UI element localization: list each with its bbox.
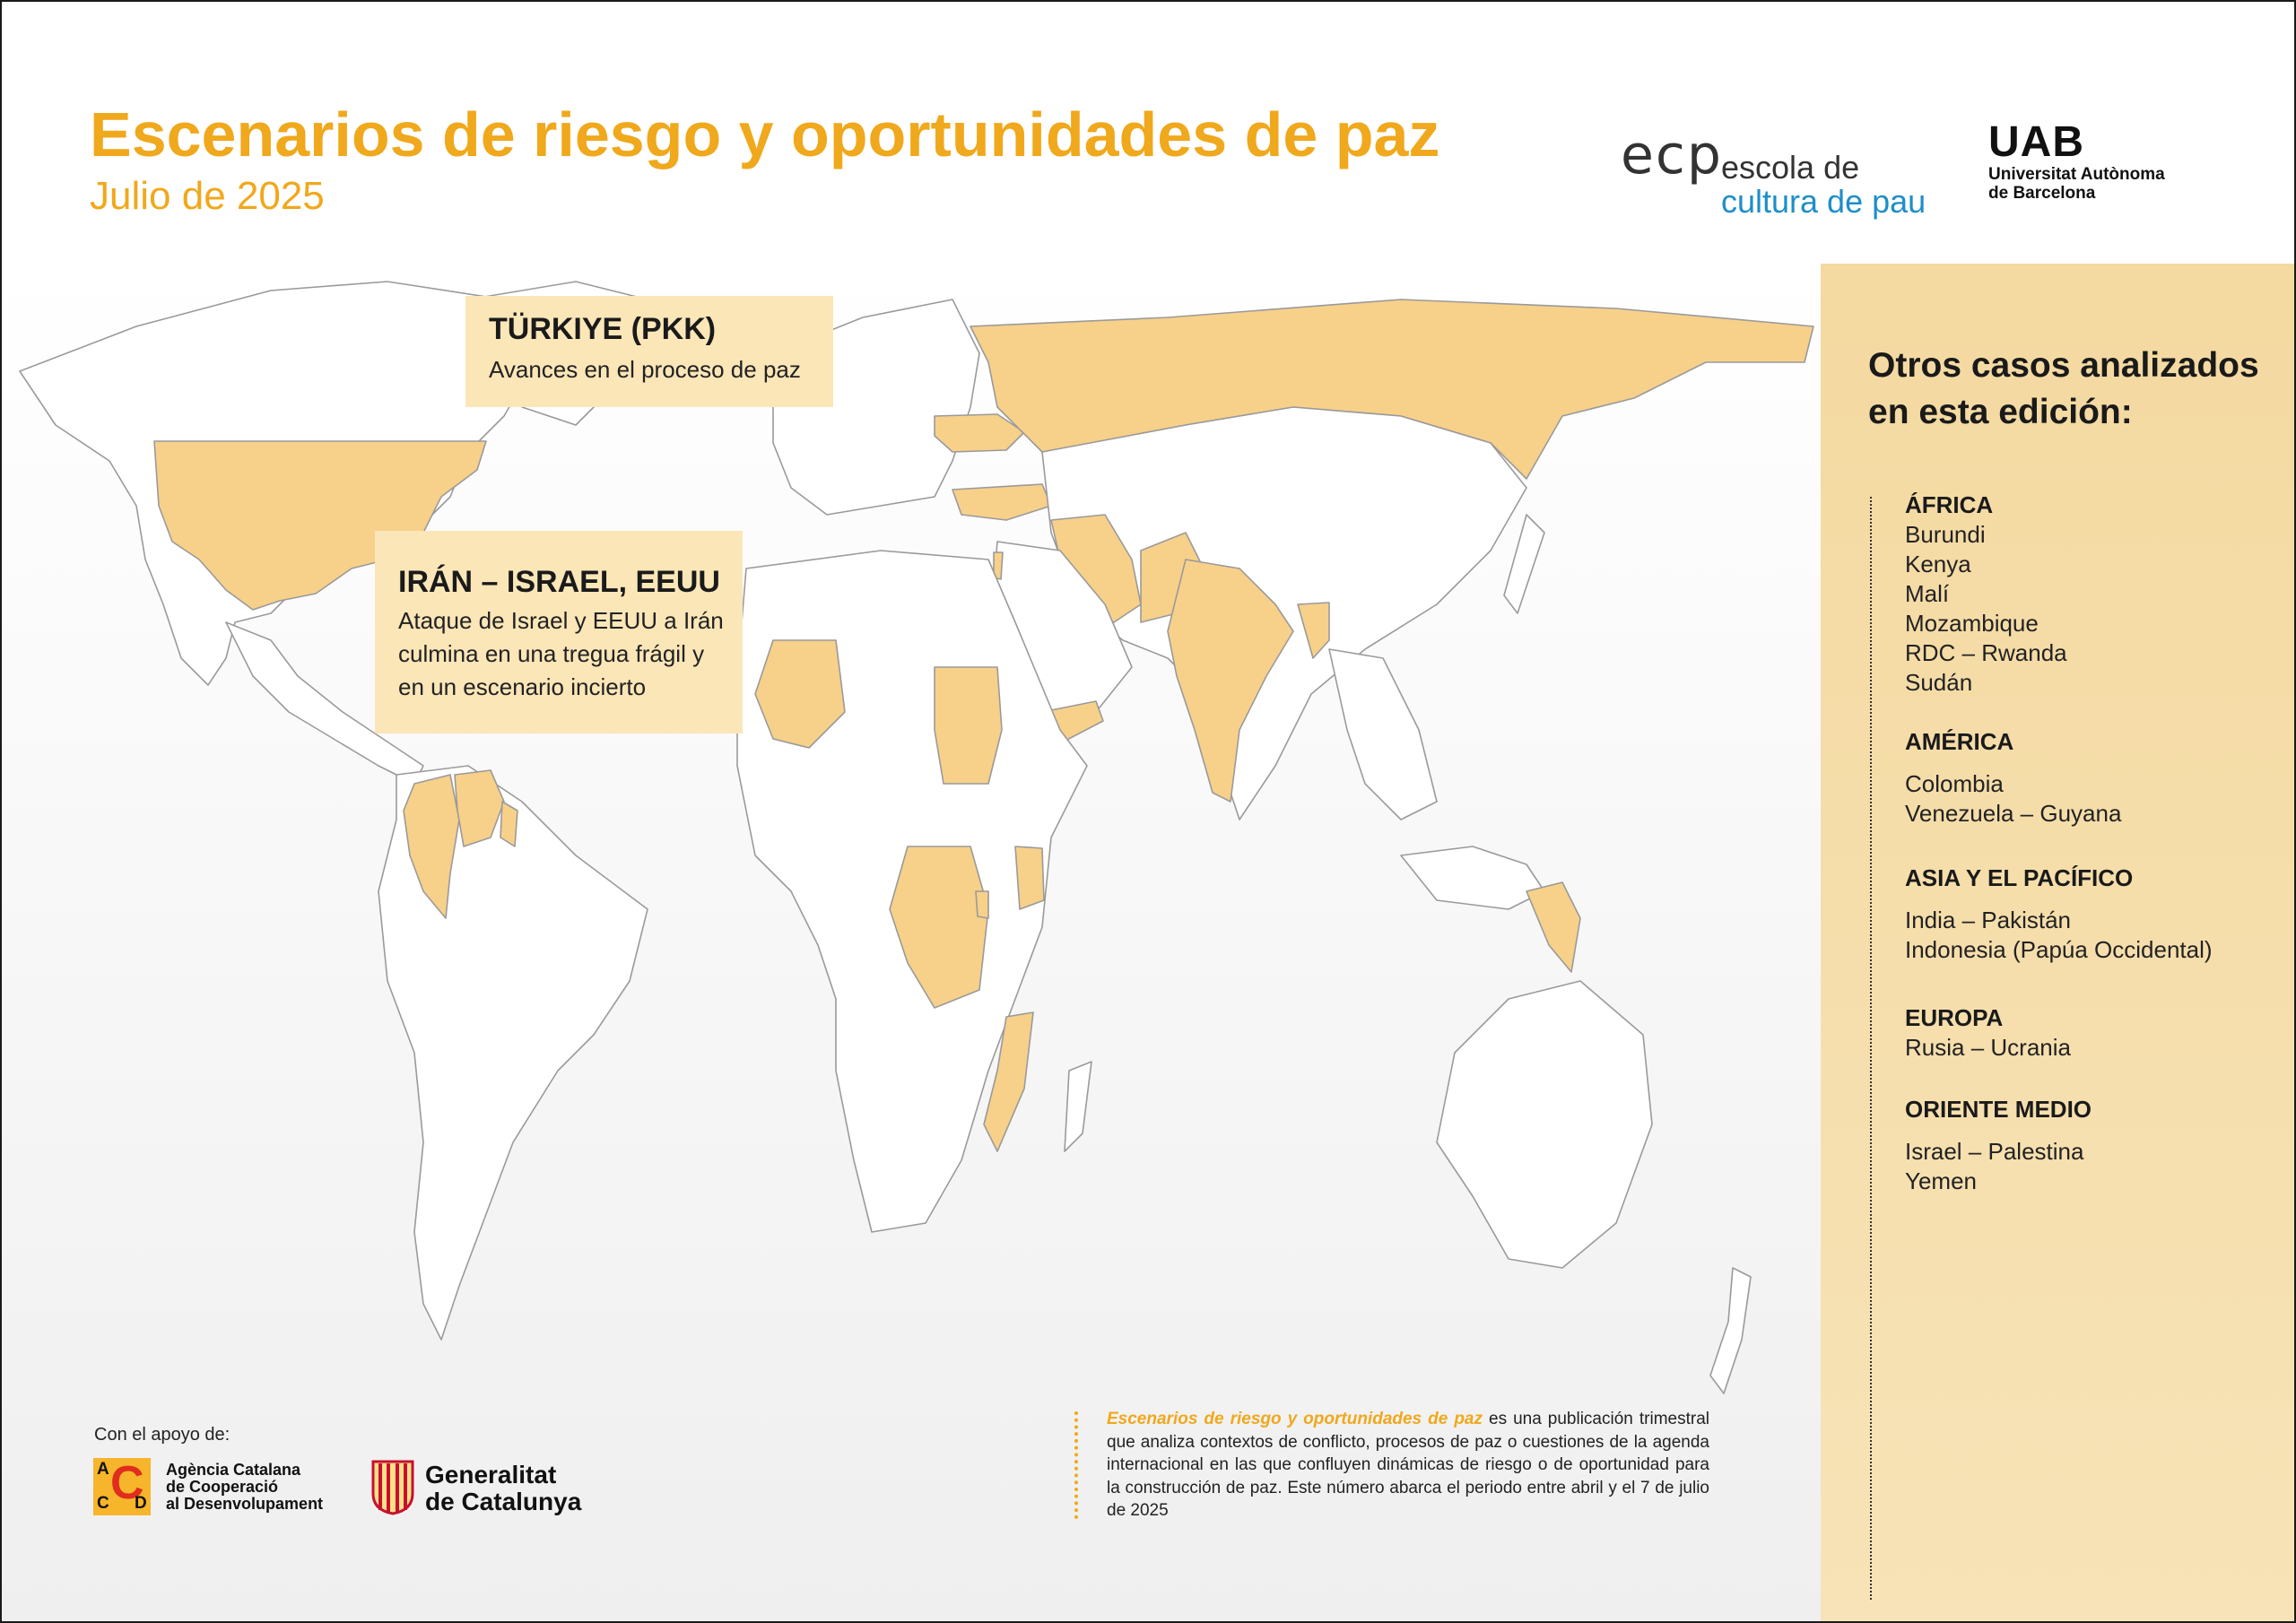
case-item: Kenya [1905,551,1971,577]
generalitat-logo-text: Generalitat de Catalunya [425,1461,582,1515]
landmass-australia [1436,980,1653,1269]
landmass-new-zealand [1709,1267,1752,1394]
about-emphasis: Escenarios de riesgo y oportunidades de … [1107,1410,1483,1428]
ecp-logo-line2: cultura de pau [1721,183,1926,220]
case-item: India – Pakistán [1905,907,2072,933]
about-divider [1074,1411,1078,1519]
country-kenya [1014,846,1045,910]
accd-letter-a: A [97,1460,109,1479]
sidebar-divider [1870,497,1872,1600]
country-mali [754,639,846,749]
landmass-madagascar [1064,1061,1092,1152]
case-item: Rusia – Ucrania [1905,1034,2071,1061]
page-title: Escenarios de riesgo y oportunidades de … [90,100,1440,169]
case-item: Yemen [1905,1167,1977,1194]
country-venezuela [454,769,505,847]
region-middle-east: ORIENTE MEDIO Israel – Palestina Yemen [1905,1094,2282,1196]
world-map-area: TÜRKIYE (PKK) Avances en el proceso de p… [2,264,1821,1621]
page-subtitle: Julio de 2025 [90,174,325,218]
generalitat-shield-icon [371,1460,414,1515]
accd-logo: A C C D [93,1458,151,1515]
uab-logo-line1: Universitat Autònoma [1988,165,2165,184]
country-papua [1526,881,1581,973]
about-body: es una publicación trimestral que analiz… [1107,1410,1709,1520]
country-colombia [403,774,460,919]
world-map [19,281,1814,1394]
header: Escenarios de riesgo y oportunidades de … [2,2,2294,264]
case-item: Mozambique [1905,610,2039,637]
accd-letter-d: D [135,1494,147,1513]
country-israel-palestine [993,551,1004,580]
country-india [1167,559,1294,803]
callout-turkiye: TÜRKIYE (PKK) Avances en el proceso de p… [465,296,833,407]
case-item: Sudán [1905,669,1973,696]
uab-logo-mark: UAB [1988,118,2084,166]
case-item: Colombia [1905,770,2004,797]
accd-letter-c-large: C [110,1457,144,1509]
landmass-southeast-asia [1328,648,1438,820]
sidebar-title: Otros casos analizados en esta edición: [1868,346,2259,431]
country-sudan [934,666,1003,785]
support-label: Con el apoyo de: [94,1425,230,1445]
uab-logo-line2: de Barcelona [1988,184,2096,203]
landmass-asia [1041,406,1527,820]
ecp-logo: ecp escola de cultura de pau [1621,118,1944,226]
callout-turkiye-title: TÜRKIYE (PKK) [489,312,717,346]
about-text: Escenarios de riesgo y oportunidades de … [1107,1408,1709,1523]
landmass-japan [1503,514,1545,614]
case-item: Venezuela – Guyana [1905,800,2122,827]
case-item: Malí [1905,580,1950,607]
callout-iran-israel-body: Ataque de Israel y EEUU a Irán culmina e… [398,607,724,700]
callout-iran-israel: IRÁN – ISRAEL, EEUU Ataque de Israel y E… [375,531,743,733]
region-name: EUROPA [1905,1004,2004,1031]
callout-turkiye-body: Avances en el proceso de paz [489,356,801,383]
region-africa: ÁFRICA Burundi Kenya Malí Mozambique RDC… [1905,490,2282,698]
region-name: ASIA Y EL PACÍFICO [1905,864,2134,891]
country-guyana [500,801,518,847]
country-turkiye [952,483,1052,521]
country-mozambique [983,1011,1034,1152]
case-item: Burundi [1905,521,1986,548]
case-item: Israel – Palestina [1905,1138,2084,1165]
case-item: RDC – Rwanda [1905,639,2067,666]
region-europe: EUROPA Rusia – Ucrania [1905,1002,2282,1063]
country-ukraine [934,413,1025,453]
region-america: AMÉRICA Colombia Venezuela – Guyana [1905,726,2282,829]
ecp-logo-mark: ecp [1621,124,1723,187]
uab-logo: UAB Universitat Autònoma de Barcelona [1988,118,2165,204]
country-rwanda-burundi [975,890,989,919]
country-usa [153,440,487,611]
country-drc [889,846,989,1009]
region-asia-pacific: ASIA Y EL PACÍFICO India – Pakistán Indo… [1905,863,2282,965]
sidebar-other-cases: Otros casos analizados en esta edición: … [1821,264,2294,1621]
country-myanmar [1297,602,1330,659]
accd-letter-c: C [97,1494,109,1513]
region-name: AMÉRICA [1905,728,2014,755]
region-name: ORIENTE MEDIO [1905,1096,2092,1123]
callout-iran-israel-title: IRÁN – ISRAEL, EEUU [398,565,720,599]
ecp-logo-line1: escola de [1721,149,1860,186]
case-item: Indonesia (Papúa Occidental) [1905,936,2213,963]
accd-logo-text: Agència Catalana de Cooperació al Desenv… [166,1461,324,1513]
landmass-indonesia [1400,846,1545,910]
region-name: ÁFRICA [1905,491,1994,518]
